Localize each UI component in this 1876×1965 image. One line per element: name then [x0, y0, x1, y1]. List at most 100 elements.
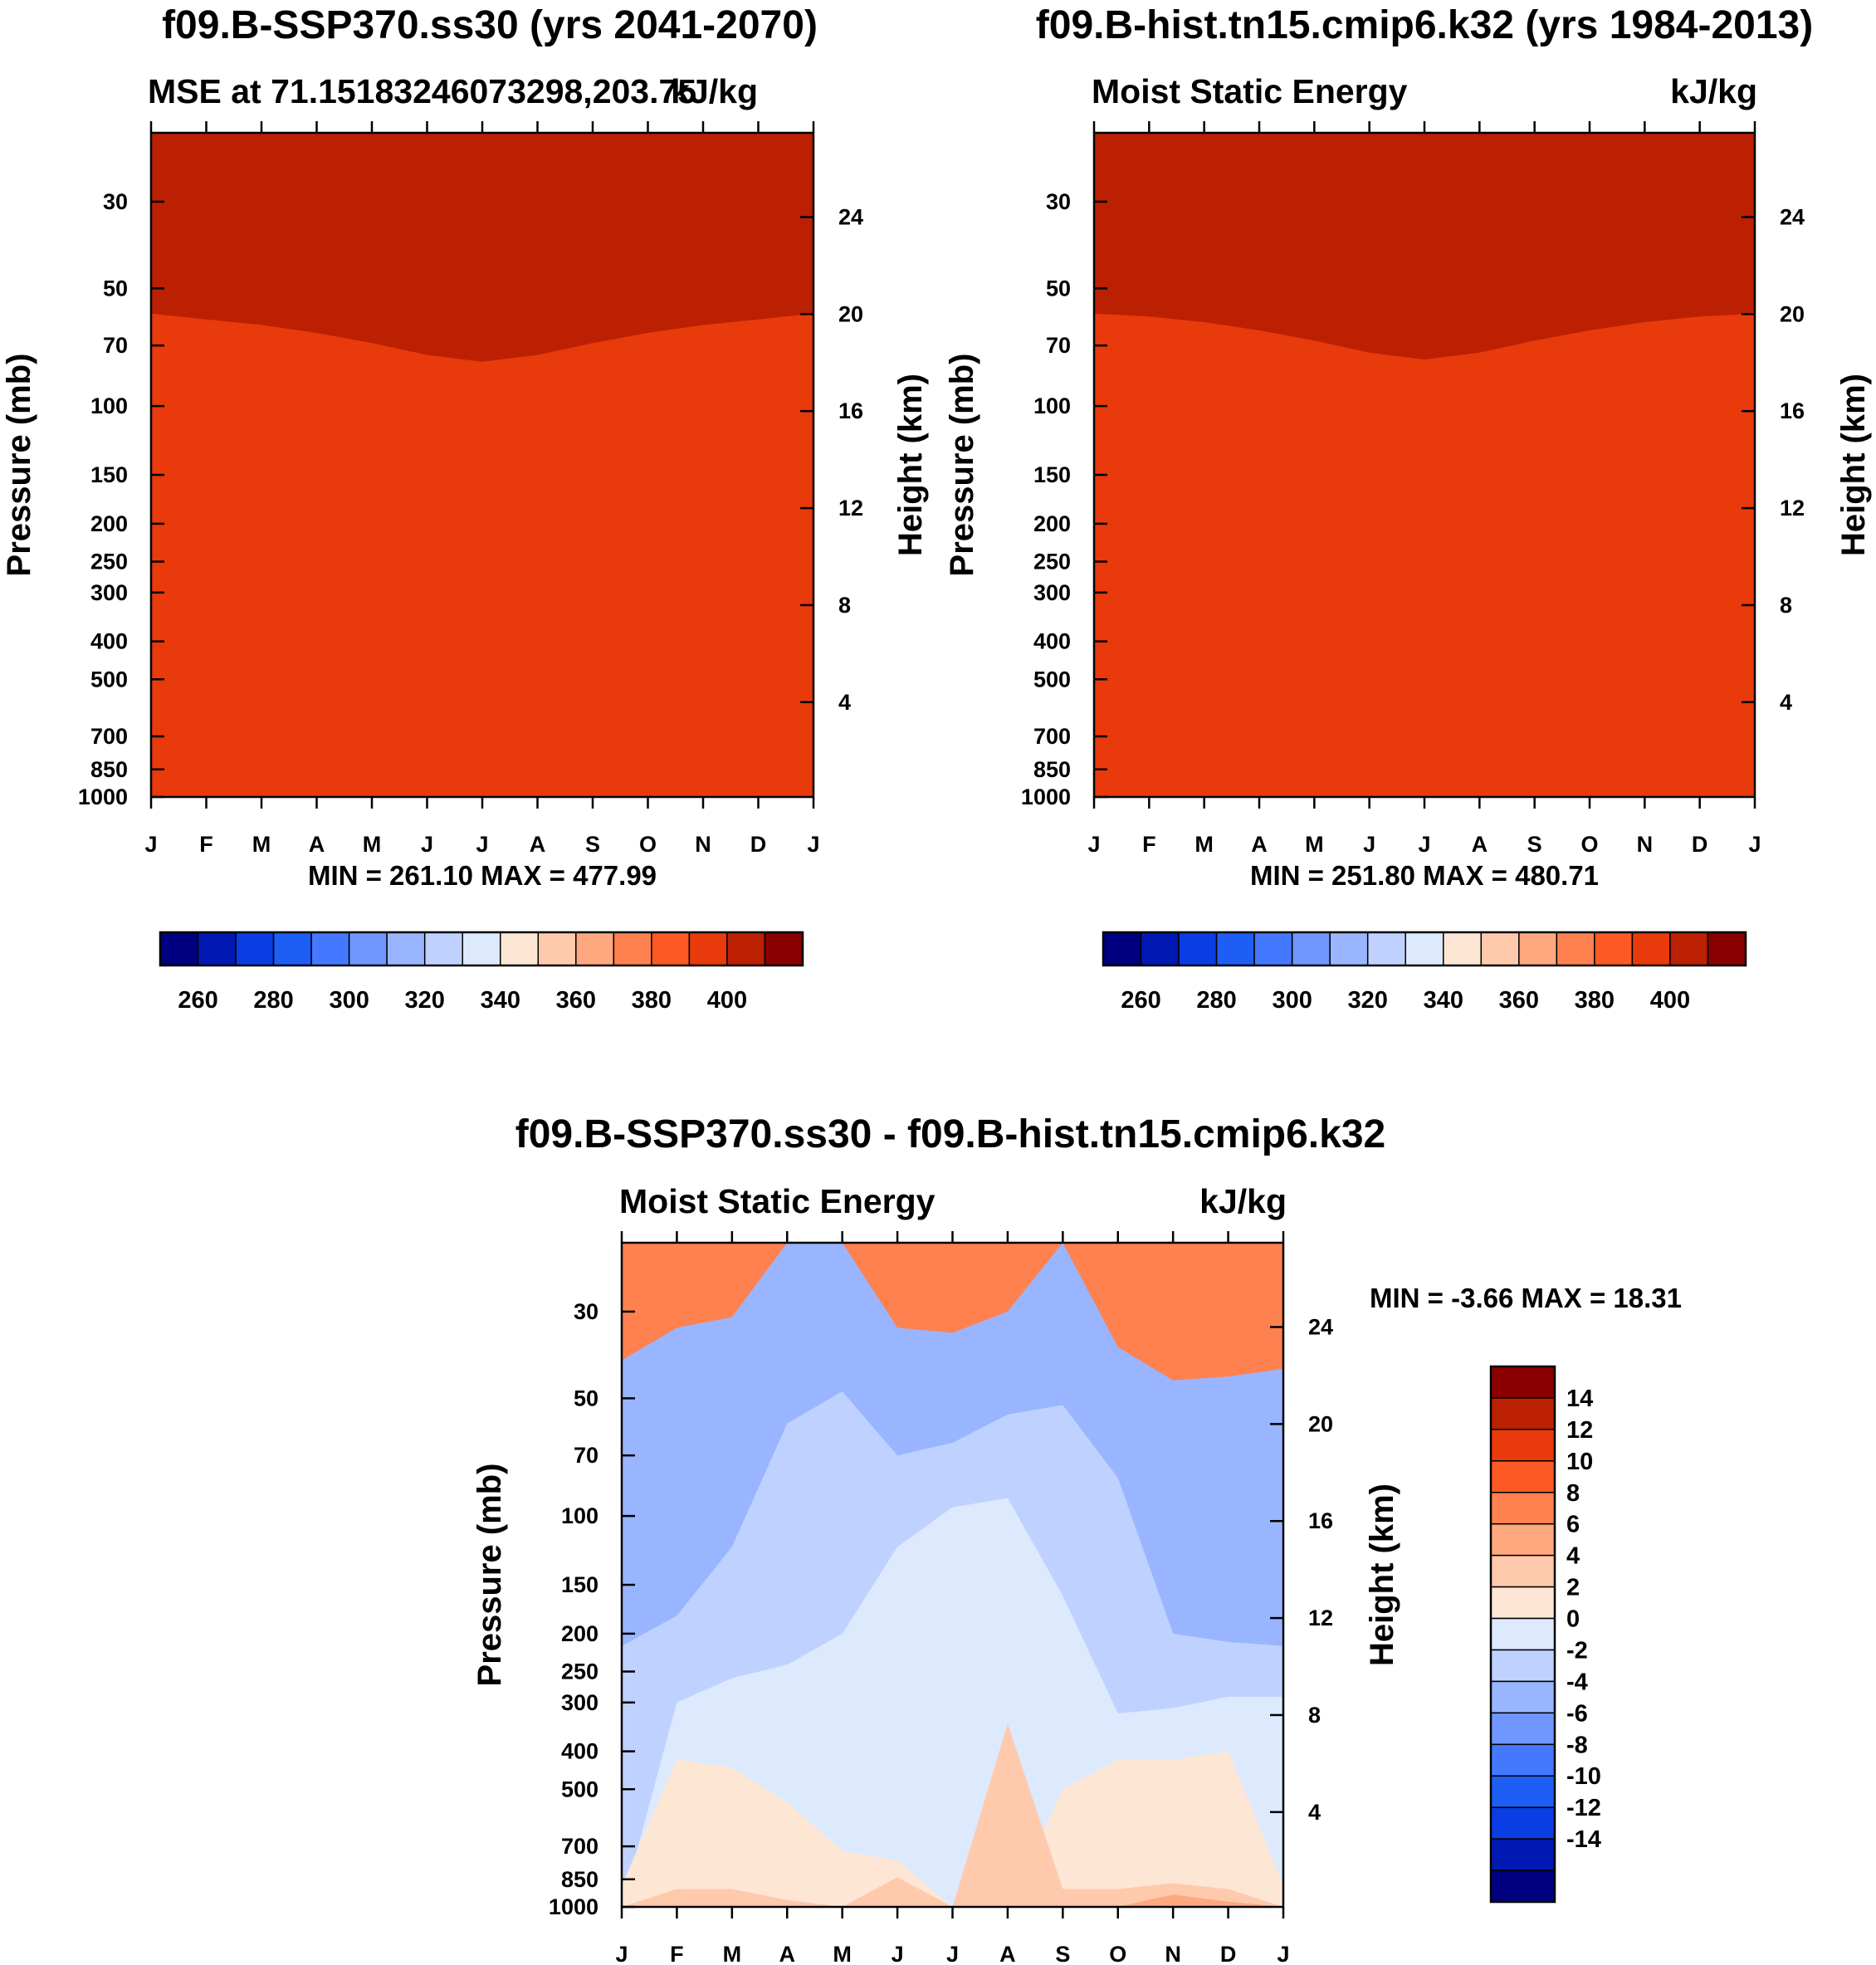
x-tick-label: O	[1580, 832, 1598, 857]
colorbar-swatch	[1102, 931, 1142, 966]
y2-tick-label: 12	[1780, 496, 1805, 521]
x-tick-label: J	[1087, 832, 1100, 857]
chart-subtitle-units: kJ/kg	[1670, 72, 1757, 110]
y-tick-label: 30	[1046, 189, 1071, 214]
colorbar-swatch	[386, 931, 426, 966]
chart-subtitle-units: kJ/kg	[671, 72, 758, 110]
y-tick-label: 700	[90, 724, 128, 749]
y-tick-label: 300	[1033, 580, 1071, 605]
y-tick-label: 30	[574, 1299, 598, 1324]
x-tick-label: M	[833, 1942, 852, 1965]
x-tick-label: J	[807, 832, 819, 857]
y-tick-label: 500	[90, 667, 128, 692]
colorbar-swatch	[1631, 931, 1671, 966]
y-tick-label: 300	[561, 1690, 598, 1715]
y-tick-label: 50	[1046, 276, 1071, 301]
x-tick-label: A	[530, 832, 546, 857]
colorbar-swatch	[1556, 931, 1595, 966]
chart-subtitle-left: MSE at 71.15183246073298,203.75	[148, 72, 696, 110]
colorbar-swatch	[1490, 1617, 1556, 1651]
y-tick-label: 100	[1033, 393, 1071, 418]
y2-axis-title: Height (km)	[1364, 1484, 1400, 1666]
colorbar-label: 300	[329, 987, 369, 1014]
y-tick-label: 850	[90, 757, 128, 782]
x-tick-label: J	[1363, 832, 1375, 857]
contour-band-390	[1094, 313, 1755, 797]
y2-tick-label: 8	[1308, 1703, 1321, 1728]
colorbar-swatch	[1490, 1492, 1556, 1525]
min-max-label: MIN = 261.10 MAX = 477.99	[308, 860, 657, 891]
colorbar-label: -4	[1566, 1669, 1588, 1695]
y-tick-label: 250	[90, 550, 128, 574]
colorbar-swatch	[1490, 1775, 1556, 1808]
y-tick-label: 1000	[78, 785, 128, 809]
colorbar-swatch	[1405, 931, 1444, 966]
colorbar-swatch	[651, 931, 691, 966]
colorbar-swatch	[235, 931, 275, 966]
colorbar-swatch	[1253, 931, 1293, 966]
colorbar-swatch	[1490, 1397, 1556, 1430]
plot-area: 3050701001502002503004005007008501000242…	[549, 1231, 1333, 1965]
colorbar-swatch	[1490, 1712, 1556, 1746]
missing-data-band	[1063, 1906, 1229, 1910]
y-tick-label: 50	[103, 276, 128, 301]
chart-title: f09.B-SSP370.ss30 (yrs 2041-2070)	[162, 3, 818, 47]
x-tick-label: S	[1527, 832, 1542, 857]
colorbar-swatch	[1594, 931, 1634, 966]
x-tick-label: A	[999, 1942, 1016, 1965]
x-tick-label: J	[421, 832, 433, 857]
y-tick-label: 100	[90, 393, 128, 418]
y-tick-label: 200	[561, 1621, 598, 1646]
y-axis-title: Pressure (mb)	[944, 354, 980, 577]
colorbar-label: 300	[1272, 987, 1312, 1014]
x-tick-label: D	[1692, 832, 1708, 857]
y-tick-label: 850	[561, 1867, 598, 1892]
y-tick-label: 1000	[549, 1894, 598, 1919]
min-max-label: MIN = 251.80 MAX = 480.71	[1250, 860, 1599, 891]
y-tick-label: 250	[561, 1659, 598, 1684]
x-tick-label: N	[1165, 1942, 1181, 1965]
y-tick-label: 150	[1033, 462, 1071, 487]
colorbar-label: 4	[1566, 1543, 1580, 1570]
colorbar-swatch	[1490, 1870, 1556, 1903]
colorbar-swatch	[1490, 1806, 1556, 1840]
colorbar-swatch	[1518, 931, 1558, 966]
x-tick-label: O	[639, 832, 657, 857]
panel-future: f09.B-SSP370.ss30 (yrs 2041-2070) MSE at…	[1, 3, 929, 1014]
panel-difference: f09.B-SSP370.ss30 - f09.B-hist.tn15.cmip…	[471, 1112, 1682, 1965]
colorbar-label: 380	[1575, 987, 1615, 1014]
colorbar-label: -12	[1566, 1795, 1601, 1821]
contour-band-6	[622, 1894, 1283, 1907]
y-tick-label: 70	[103, 333, 128, 358]
colorbar-label: 360	[556, 987, 596, 1014]
contour-band-2	[622, 1751, 1283, 1907]
colorbar-label: 400	[1650, 987, 1690, 1014]
min-max-label: MIN = -3.66 MAX = 18.31	[1370, 1283, 1682, 1313]
colorbar-label: 380	[632, 987, 672, 1014]
colorbar-label: 2	[1566, 1575, 1580, 1601]
colorbar-frame	[1489, 1365, 1556, 1904]
y-tick-label: 400	[561, 1739, 598, 1764]
x-tick-label: N	[695, 832, 711, 857]
x-tick-label: J	[615, 1942, 628, 1965]
colorbar-swatch	[159, 931, 199, 966]
x-tick-label: F	[670, 1942, 684, 1965]
x-tick-label: M	[252, 832, 271, 857]
x-tick-label: O	[1109, 1942, 1126, 1965]
colorbar-label: 400	[707, 987, 747, 1014]
y2-axis-title: Height (km)	[892, 374, 929, 556]
plot-area: 3050701001502002503004005007008501000242…	[1021, 121, 1805, 857]
y-axis-title: Pressure (mb)	[1, 354, 37, 577]
y-tick-label: 250	[1033, 550, 1071, 574]
y-tick-label: 500	[1033, 667, 1071, 692]
contour-band-4	[622, 1723, 1283, 1907]
x-tick-label: N	[1637, 832, 1654, 857]
x-tick-label: J	[476, 832, 488, 857]
y2-tick-label: 20	[1780, 301, 1805, 326]
y2-tick-label: 16	[1308, 1508, 1333, 1533]
colorbar-label: 12	[1566, 1417, 1593, 1444]
colorbar-swatch	[1291, 931, 1331, 966]
colorbar-swatch	[1669, 931, 1709, 966]
colorbar: 260 280 300 320 340 360 380 400	[1102, 931, 1747, 1014]
colorbar: 260 280 300 320 340 360 380 400	[159, 931, 804, 1014]
